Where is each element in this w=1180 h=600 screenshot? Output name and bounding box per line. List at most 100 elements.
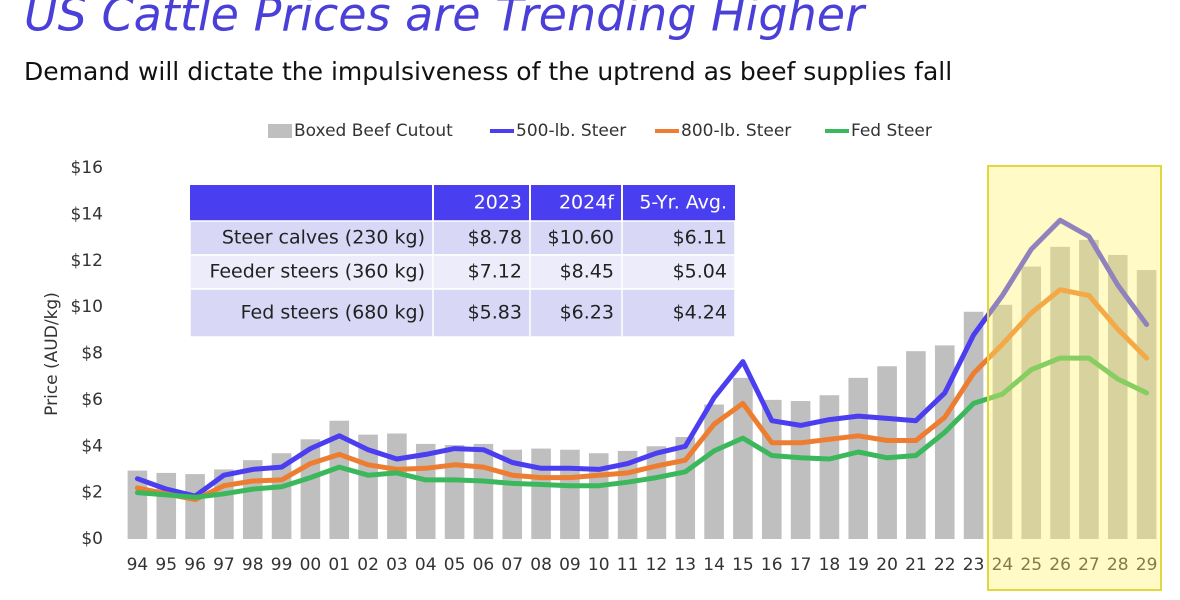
x-tick-label: 25 (1020, 555, 1042, 575)
x-tick-label: 17 (790, 555, 812, 575)
bar (906, 351, 926, 539)
table-header: 2024f (559, 192, 615, 214)
x-tick-label: 10 (588, 555, 610, 575)
chart-subtitle: Demand will dictate the impulsiveness of… (24, 57, 952, 86)
x-tick-label: 18 (819, 555, 841, 575)
x-tick-label: 19 (847, 555, 869, 575)
x-tick-label: 98 (242, 555, 264, 575)
table-header: 2023 (474, 192, 522, 214)
x-tick-label: 05 (444, 555, 466, 575)
bar (992, 304, 1013, 539)
x-tick-label: 27 (1078, 555, 1100, 575)
bar (415, 443, 436, 539)
y-tick-label: $2 (81, 483, 103, 503)
legend-swatch (268, 124, 292, 138)
bar (1079, 239, 1099, 539)
x-tick-label: 99 (271, 555, 293, 575)
x-tick-label: 02 (357, 555, 379, 575)
x-tick-label: 29 (1136, 555, 1158, 575)
y-tick-label: $0 (81, 529, 103, 549)
x-tick-label: 07 (501, 555, 523, 575)
legend-label: Fed Steer (851, 121, 932, 141)
x-tick-label: 16 (761, 555, 783, 575)
table-cell: $6.23 (560, 302, 614, 324)
table-cell: $8.78 (468, 227, 522, 249)
bar (185, 474, 205, 539)
bar (531, 448, 551, 539)
x-tick-label: 97 (213, 555, 235, 575)
legend-label: 800-lb. Steer (681, 121, 791, 141)
x-tick-label: 03 (386, 555, 408, 575)
line-series (134, 287, 1150, 503)
forecast-highlight (987, 165, 1162, 591)
x-tick-label: 08 (530, 555, 552, 575)
x-tick-label: 24 (992, 555, 1014, 575)
x-tick-label: 22 (934, 555, 956, 575)
bar (473, 443, 494, 539)
x-tick-label: 96 (184, 555, 206, 575)
x-tick-label: 13 (674, 555, 696, 575)
x-tick-label: 26 (1049, 555, 1071, 575)
x-tick-label: 09 (559, 555, 581, 575)
bar (1050, 246, 1070, 539)
x-tick-label: 04 (415, 555, 437, 575)
table-row-bg (189, 220, 736, 256)
x-tick-label: 20 (876, 555, 898, 575)
table-cell: Fed steers (680 kg) (241, 302, 425, 324)
legend-label: Boxed Beef Cutout (294, 121, 453, 141)
x-tick-label: 12 (646, 555, 668, 575)
x-tick-label: 00 (300, 555, 322, 575)
bar (1136, 270, 1157, 539)
x-tick-label: 15 (732, 555, 754, 575)
table-cell: $5.83 (468, 302, 522, 324)
x-tick-label: 06 (473, 555, 495, 575)
bar (704, 404, 724, 539)
x-tick-label: 23 (963, 555, 985, 575)
bar (733, 377, 753, 539)
table-header: 5-Yr. Avg. (639, 192, 727, 214)
x-tick-label: 01 (328, 555, 350, 575)
y-tick-label: $6 (81, 390, 103, 410)
table-cell: $4.24 (673, 302, 727, 324)
y-axis-label: Price (AUD/kg) (42, 292, 62, 416)
y-tick-label: $4 (81, 436, 103, 456)
bar (790, 401, 811, 539)
legend-label: 500-lb. Steer (516, 121, 626, 141)
bar (1021, 266, 1042, 539)
line-series (134, 355, 1150, 500)
bar (387, 433, 407, 539)
bar (444, 445, 465, 539)
line-series (134, 217, 1150, 499)
bar (646, 446, 667, 539)
y-tick-label: $8 (81, 344, 103, 364)
x-tick-label: 11 (617, 555, 639, 575)
x-tick-label: 94 (127, 555, 149, 575)
bar (848, 377, 869, 539)
bar (329, 420, 350, 539)
table-cell: $7.12 (468, 261, 522, 283)
table-cell: Feeder steers (360 kg) (209, 261, 425, 283)
table-cell: $6.11 (673, 227, 727, 249)
x-tick-label: 21 (905, 555, 927, 575)
y-tick-label: $14 (71, 204, 103, 224)
x-tick-label: 14 (703, 555, 725, 575)
x-tick-label: 95 (155, 555, 177, 575)
bar (877, 366, 897, 539)
chart-title: US Cattle Prices are Trending Higher (24, 0, 867, 42)
bar (156, 472, 177, 539)
bar (819, 395, 840, 539)
y-tick-label: $16 (71, 158, 103, 178)
table-row-bg (189, 288, 736, 338)
table-cell: $8.45 (560, 261, 614, 283)
table-cell: Steer calves (230 kg) (222, 227, 425, 249)
y-tick-label: $12 (71, 251, 103, 271)
table-header-bg (190, 185, 735, 221)
bar (560, 449, 580, 539)
table-row-bg (189, 254, 736, 290)
y-tick-label: $10 (71, 297, 103, 317)
table-cell: $10.60 (548, 227, 614, 249)
x-tick-label: 28 (1107, 555, 1129, 575)
table-cell: $5.04 (673, 261, 727, 283)
bar (934, 345, 955, 539)
